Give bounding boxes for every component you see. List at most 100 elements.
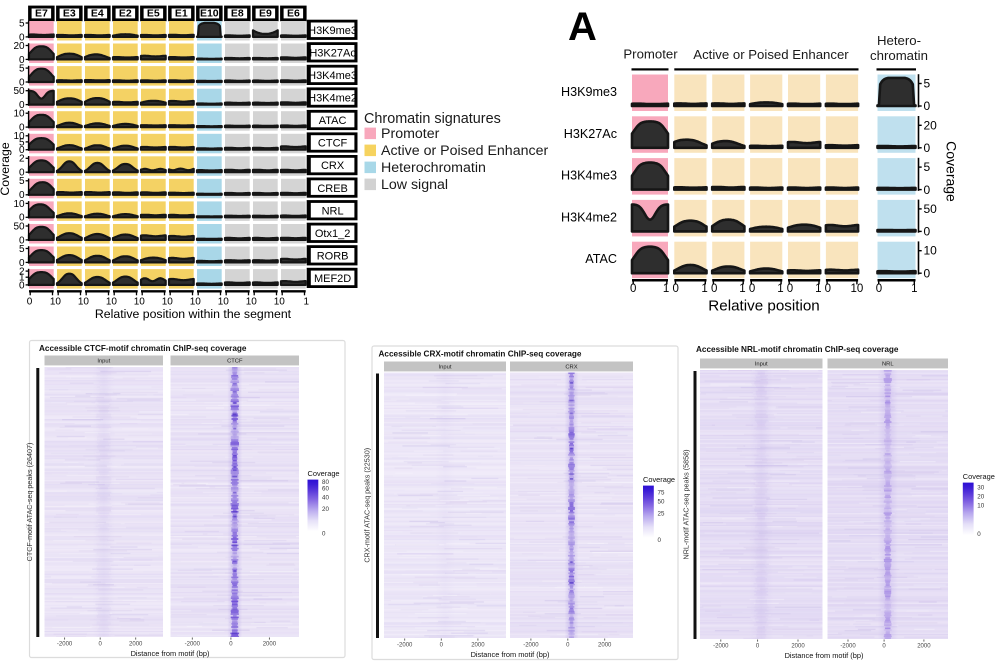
svg-text:1 0: 1 0 (815, 283, 831, 295)
svg-text:0: 0 (924, 183, 931, 197)
svg-text:Relative position within the s: Relative position within the segment (95, 307, 292, 321)
svg-text:0: 0 (19, 32, 25, 43)
svg-text:10: 10 (851, 283, 864, 295)
svg-text:Input: Input (97, 359, 110, 365)
svg-text:Input: Input (439, 365, 452, 371)
svg-text:0: 0 (19, 145, 25, 156)
svg-text:50: 50 (13, 221, 25, 232)
svg-text:ATAC: ATAC (319, 115, 347, 127)
svg-text:25: 25 (658, 511, 665, 518)
svg-text:0: 0 (876, 283, 882, 295)
svg-text:H3K4me2: H3K4me2 (308, 93, 357, 105)
svg-text:2: 2 (19, 154, 25, 165)
svg-text:1 0: 1 0 (701, 283, 717, 295)
svg-text:-2000: -2000 (185, 642, 201, 648)
svg-text:Input: Input (755, 362, 768, 368)
svg-text:10: 10 (924, 244, 938, 258)
svg-text:NRL-motif ATAC-seq peaks (5858: NRL-motif ATAC-seq peaks (5858) (682, 450, 691, 560)
svg-text:10: 10 (13, 199, 25, 210)
svg-text:E8: E8 (231, 8, 244, 20)
svg-text:1 0: 1 0 (739, 283, 755, 295)
svg-text:2000: 2000 (129, 642, 143, 648)
svg-text:H3K4me3: H3K4me3 (308, 70, 357, 82)
svg-text:10: 10 (50, 297, 62, 308)
svg-text:CREB: CREB (317, 183, 348, 195)
svg-text:Coverage: Coverage (963, 472, 995, 481)
svg-text:CRX: CRX (565, 365, 577, 371)
svg-text:Distance from motif (bp): Distance from motif (bp) (471, 650, 550, 659)
svg-text:H3K4me3: H3K4me3 (561, 169, 617, 183)
svg-text:5: 5 (924, 77, 931, 91)
svg-text:Promoter: Promoter (623, 47, 678, 62)
svg-text:0: 0 (19, 77, 25, 88)
svg-text:40: 40 (322, 495, 329, 502)
svg-text:10: 10 (218, 297, 230, 308)
svg-text:-2000: -2000 (57, 642, 73, 648)
svg-text:1 0: 1 0 (663, 283, 679, 295)
svg-text:RORB: RORB (317, 250, 349, 262)
svg-text:E6: E6 (287, 8, 300, 20)
svg-text:-2000: -2000 (840, 644, 856, 650)
svg-text:CTCF: CTCF (227, 359, 243, 365)
svg-text:10: 10 (246, 297, 258, 308)
svg-text:H3K9me3: H3K9me3 (561, 85, 617, 99)
svg-text:0: 0 (19, 190, 25, 201)
svg-text:1: 1 (304, 297, 310, 308)
svg-text:NRL: NRL (882, 362, 894, 368)
svg-text:0: 0 (924, 225, 931, 239)
svg-text:H3K4me2: H3K4me2 (561, 210, 617, 224)
svg-text:0: 0 (630, 283, 636, 295)
svg-text:20: 20 (924, 118, 938, 132)
svg-text:Low signal: Low signal (381, 177, 448, 193)
svg-text:-2000: -2000 (397, 643, 413, 649)
svg-text:E3: E3 (63, 8, 76, 20)
svg-text:0: 0 (19, 213, 25, 224)
svg-text:E5: E5 (147, 8, 160, 20)
svg-text:Coverage: Coverage (0, 142, 12, 195)
svg-text:0: 0 (924, 266, 931, 280)
svg-text:2: 2 (19, 266, 25, 277)
svg-text:NRL: NRL (322, 205, 344, 217)
svg-text:Distance from motif (bp): Distance from motif (bp) (131, 649, 210, 658)
svg-text:Coverage: Coverage (308, 469, 340, 478)
svg-text:H3K9me3: H3K9me3 (308, 25, 357, 37)
svg-text:H3K27Ac: H3K27Ac (309, 47, 356, 59)
svg-text:0: 0 (440, 643, 444, 649)
svg-text:E9: E9 (259, 8, 272, 20)
svg-text:5: 5 (924, 160, 931, 174)
svg-text:H3K27Ac: H3K27Ac (564, 127, 617, 141)
svg-text:CTCF: CTCF (318, 138, 348, 150)
svg-text:Active or Poised Enhancer: Active or Poised Enhancer (693, 47, 849, 62)
svg-text:0: 0 (924, 99, 931, 113)
svg-text:-2000: -2000 (523, 643, 539, 649)
svg-text:10: 10 (134, 297, 146, 308)
svg-text:0: 0 (19, 55, 25, 66)
svg-text:2000: 2000 (917, 644, 931, 650)
svg-text:CTCF-motif ATAC-seq peaks (264: CTCF-motif ATAC-seq peaks (26407) (25, 443, 34, 562)
svg-text:0: 0 (977, 531, 981, 538)
svg-text:0: 0 (924, 141, 931, 155)
svg-text:Relative position: Relative position (708, 298, 819, 315)
svg-text:Accessible CRX-motif chromatin: Accessible CRX-motif chromatin ChIP-seq … (379, 350, 582, 359)
svg-text:10: 10 (977, 503, 984, 510)
svg-text:1: 1 (911, 283, 917, 295)
svg-text:0: 0 (19, 235, 25, 246)
svg-text:0: 0 (322, 530, 326, 537)
svg-text:80: 80 (322, 479, 329, 486)
svg-text:10: 10 (274, 297, 286, 308)
svg-text:Accessible NRL-motif chromatin: Accessible NRL-motif chromatin ChIP-seq … (696, 345, 899, 354)
svg-text:0: 0 (882, 644, 886, 650)
svg-text:0: 0 (756, 644, 760, 650)
svg-text:50: 50 (924, 202, 938, 216)
svg-text:75: 75 (658, 490, 665, 497)
svg-text:1 0: 1 0 (777, 283, 793, 295)
svg-text:MEF2D: MEF2D (314, 273, 351, 285)
svg-text:2000: 2000 (471, 643, 485, 649)
svg-text:E7: E7 (35, 8, 48, 20)
svg-text:10: 10 (106, 297, 118, 308)
svg-text:10: 10 (78, 297, 90, 308)
svg-text:60: 60 (322, 486, 329, 493)
svg-text:E4: E4 (91, 8, 104, 20)
svg-text:chromatin: chromatin (870, 48, 928, 63)
svg-text:0: 0 (566, 643, 570, 649)
